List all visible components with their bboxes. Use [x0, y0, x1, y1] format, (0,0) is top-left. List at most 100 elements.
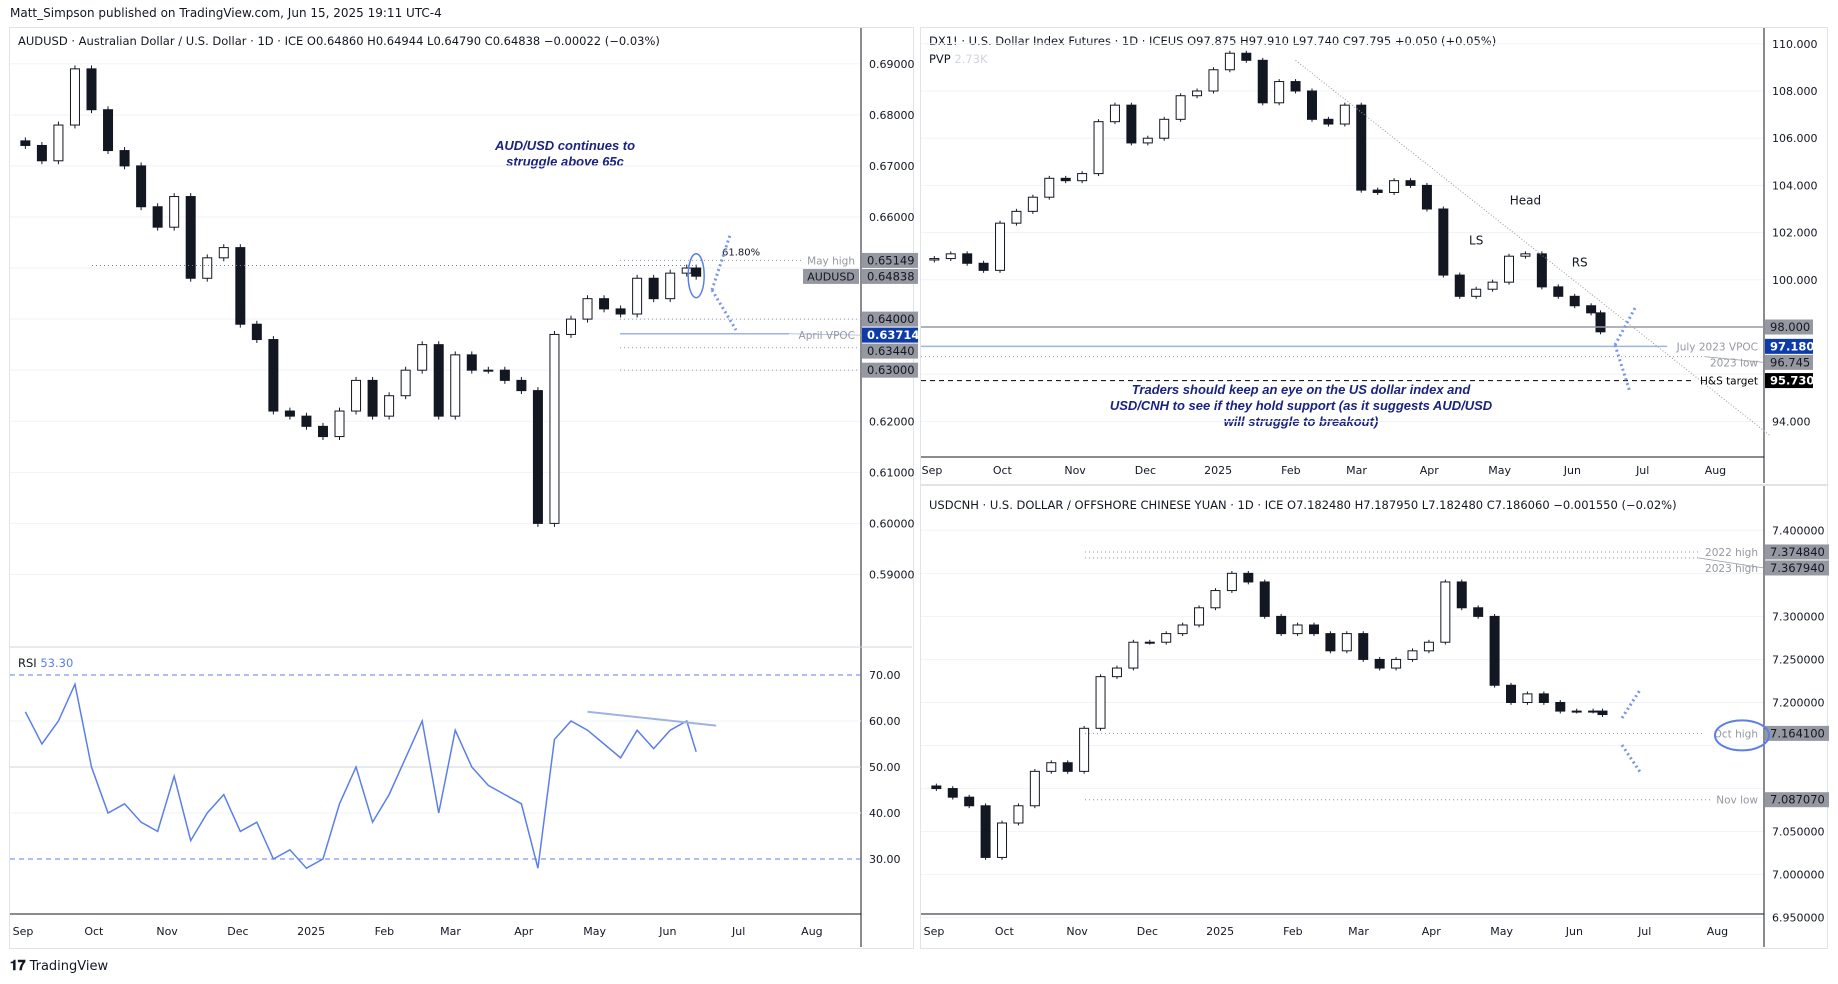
candle: [615, 308, 626, 315]
time-tick-label: Feb: [1281, 464, 1300, 477]
candle: [1339, 104, 1350, 125]
candle: [384, 395, 395, 417]
candle: [351, 379, 362, 412]
time-tick-label: Oct: [84, 925, 104, 938]
usdcnh-level-label: Nov low: [1716, 795, 1758, 807]
price-tick-label: 100.000: [1772, 274, 1818, 287]
brand-name: TradingView: [29, 958, 109, 974]
candle: [1093, 121, 1104, 175]
usdcnh-price-tag: [1765, 560, 1829, 576]
dxy-price-tag-value: 97.180: [1770, 339, 1814, 353]
time-tick-label: Sep: [13, 925, 34, 938]
rsi-line: [24, 681, 697, 870]
candle: [1454, 274, 1465, 297]
usdcnh-level-label: 2023 high: [1705, 563, 1758, 575]
candle: [931, 785, 942, 790]
candle: [1144, 641, 1155, 644]
candle: [1571, 710, 1582, 713]
arrow-up-icon: [710, 234, 732, 291]
usdcnh-price-tag: [1765, 792, 1829, 808]
candle: [1341, 633, 1352, 652]
trendline: [1295, 59, 1771, 436]
audusd-symbol-tag: [803, 268, 859, 284]
arrow-down-icon: [1613, 344, 1632, 393]
candle: [681, 267, 692, 274]
audusd-price-tag: [862, 327, 918, 343]
dxy-level-label: H&S target: [1700, 376, 1758, 388]
candle: [1325, 633, 1336, 652]
candle: [400, 369, 411, 397]
rsi-label: RSI: [18, 656, 37, 670]
time-tick-label: Dec: [1137, 925, 1158, 938]
audusd-level-label: May high: [807, 255, 855, 267]
time-tick-label: Jun: [1563, 464, 1581, 477]
candle: [980, 805, 991, 858]
published-line: Matt_Simpson published on TradingView.co…: [10, 6, 442, 20]
candle: [1046, 762, 1057, 772]
audusd-price-tag: [862, 362, 918, 378]
candle: [1259, 581, 1270, 617]
dxy-price-tag: [1765, 373, 1813, 389]
time-tick-label: Dec: [1135, 464, 1156, 477]
candle: [1407, 650, 1418, 660]
arrow-down-icon: [710, 289, 738, 331]
candle: [1194, 607, 1205, 626]
usdcnh-panel: USDCNH · U.S. DOLLAR / OFFSHORE CHINESE …: [920, 485, 1828, 949]
candle: [86, 68, 97, 111]
candle: [301, 415, 312, 427]
candle: [169, 196, 180, 228]
candle: [1374, 658, 1385, 669]
candle: [1128, 641, 1139, 669]
time-tick-label: Jul: [731, 925, 745, 938]
dxy-price-tag-value: 95.730: [1770, 374, 1814, 388]
price-tick-label: 94.000: [1772, 415, 1811, 428]
rsi-tick-label: 50.00: [869, 761, 901, 774]
candle: [1306, 90, 1317, 120]
time-tick-label: Jul: [1635, 464, 1649, 477]
rsi-tick-label: 30.00: [869, 853, 901, 866]
price-tick-label: 7.200000: [1772, 696, 1825, 709]
pvp-value: 2.73K: [954, 52, 988, 66]
dxy-price-tag-value: 98.000: [1770, 320, 1810, 334]
rsi-tick-label: 60.00: [869, 715, 901, 728]
price-tick-label: 7.250000: [1772, 653, 1825, 666]
candle: [251, 323, 262, 341]
candle: [466, 354, 477, 371]
candle: [1159, 118, 1170, 139]
audusd-note: AUD/USD continues to struggle above 65c: [494, 138, 636, 169]
candle: [1241, 52, 1252, 61]
candle: [1595, 312, 1606, 333]
audusd-price-tag-value: 0.64000: [867, 312, 915, 326]
candle: [929, 258, 940, 261]
ls-label: LS: [1469, 233, 1483, 247]
usdcnh-price-tag: [1765, 544, 1829, 560]
candle: [691, 267, 702, 277]
candle: [483, 369, 494, 372]
candle: [1161, 633, 1172, 643]
candle: [1044, 177, 1055, 198]
candle: [1438, 208, 1449, 276]
time-tick-label: Nov: [1066, 925, 1088, 938]
candle: [317, 425, 328, 438]
time-tick-label: 2025: [297, 925, 325, 938]
dxy-price-tag-value: 96.745: [1770, 355, 1810, 369]
highlight-ellipse: [687, 252, 705, 299]
candle: [632, 277, 643, 315]
candle: [1520, 253, 1531, 257]
dxy-level-label: 2023 low: [1710, 357, 1758, 369]
candle: [1111, 667, 1122, 678]
candle: [1126, 104, 1137, 144]
fib-label: 61.80%: [722, 247, 760, 258]
candle: [582, 298, 593, 320]
usdcnh-level-label: Oct high: [1714, 728, 1758, 740]
time-tick-label: May: [1488, 464, 1511, 477]
time-tick-label: Apr: [514, 925, 534, 938]
candle: [1079, 727, 1090, 772]
time-tick-label: May: [1490, 925, 1513, 938]
candle: [1011, 210, 1022, 224]
price-tick-label: 102.000: [1772, 227, 1818, 240]
price-tick-label: 0.61000: [869, 466, 915, 479]
dxy-price-tag: [1765, 338, 1813, 354]
usdcnh-price-tag-value: 7.164100: [1770, 726, 1825, 740]
candle: [417, 344, 428, 371]
